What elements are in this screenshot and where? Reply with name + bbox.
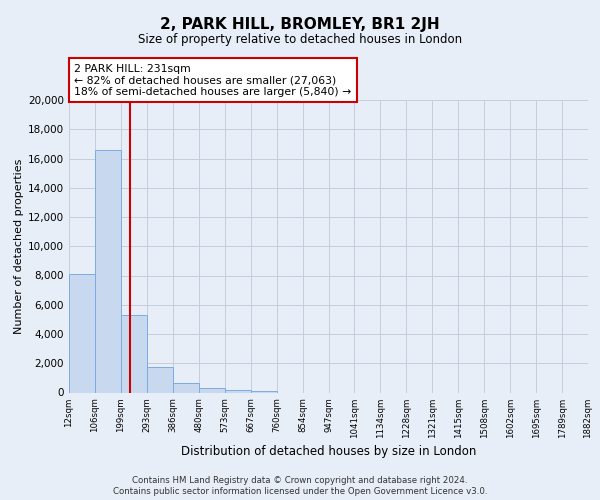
- Bar: [121, 315, 147, 392]
- Text: Size of property relative to detached houses in London: Size of property relative to detached ho…: [138, 32, 462, 46]
- Text: 2, PARK HILL, BROMLEY, BR1 2JH: 2, PARK HILL, BROMLEY, BR1 2JH: [160, 18, 440, 32]
- Text: Contains HM Land Registry data © Crown copyright and database right 2024.: Contains HM Land Registry data © Crown c…: [132, 476, 468, 485]
- Bar: [69, 274, 95, 392]
- Bar: [225, 390, 251, 392]
- Bar: [147, 367, 173, 392]
- Bar: [199, 388, 224, 392]
- Text: Contains public sector information licensed under the Open Government Licence v3: Contains public sector information licen…: [113, 487, 487, 496]
- X-axis label: Distribution of detached houses by size in London: Distribution of detached houses by size …: [181, 444, 476, 458]
- Bar: [251, 391, 277, 392]
- Text: 2 PARK HILL: 231sqm
← 82% of detached houses are smaller (27,063)
18% of semi-de: 2 PARK HILL: 231sqm ← 82% of detached ho…: [74, 64, 352, 97]
- Y-axis label: Number of detached properties: Number of detached properties: [14, 158, 24, 334]
- Bar: [173, 383, 199, 392]
- Bar: [95, 150, 121, 392]
